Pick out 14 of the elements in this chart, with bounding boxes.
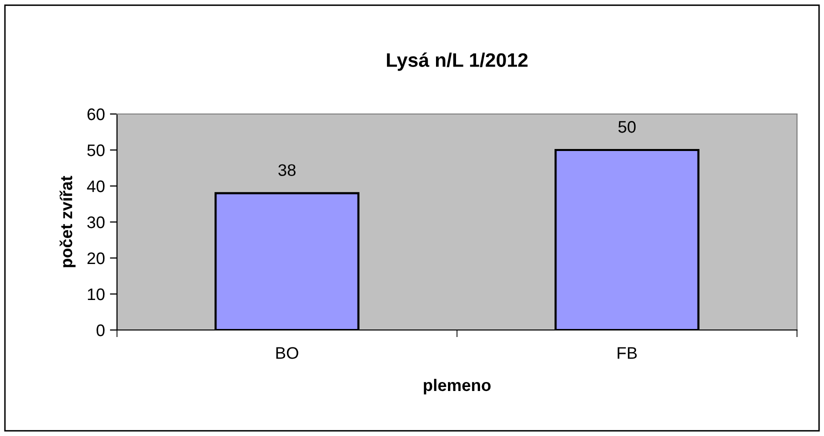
data-label: 50 (618, 121, 636, 133)
data-label: 38 (278, 164, 296, 176)
y-tick-label: 60 (88, 108, 105, 120)
x-tick-label: FB (618, 347, 637, 359)
y-tick-label: 10 (88, 288, 105, 300)
y-tick-label: 20 (87, 252, 105, 264)
y-axis-title: počet zvířat (60, 176, 76, 268)
x-tick-label: BO (276, 347, 298, 359)
y-tick-label: 0 (96, 324, 105, 336)
y-tick-label: 40 (87, 180, 105, 192)
y-tick-label: 50 (87, 144, 105, 156)
chart-title: Lysá n/L 1/2012 (386, 52, 528, 71)
x-axis-title: plemeno (424, 378, 491, 394)
y-tick-label: 30 (87, 216, 105, 228)
